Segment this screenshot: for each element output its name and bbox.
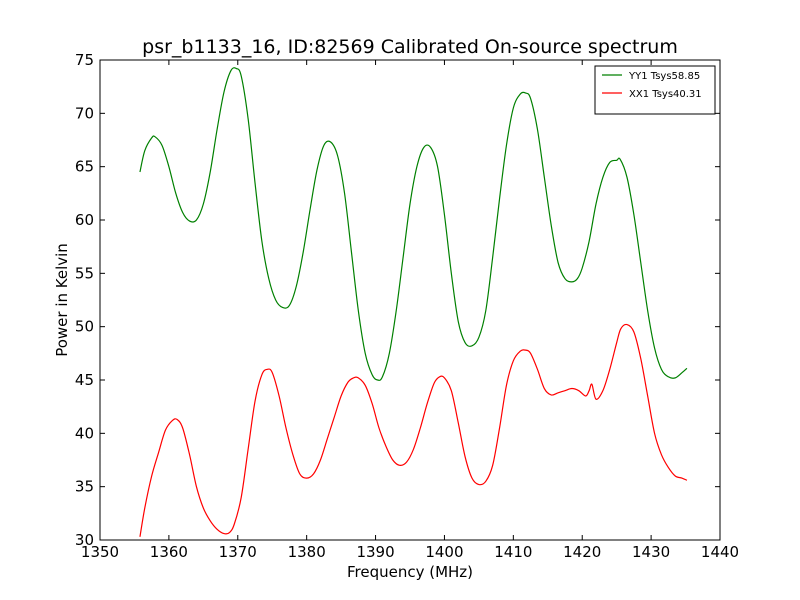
plot-area [100,60,720,540]
x-tick-label: 1390 [356,543,394,561]
x-tick-label: 1380 [288,543,326,561]
legend-box [594,65,716,115]
x-axis-label: Frequency (MHz) [347,563,473,581]
x-tick-label: 1440 [701,543,739,561]
y-tick-label: 30 [75,531,94,549]
series-group [139,67,688,537]
series-line-1 [139,323,688,537]
y-tick-label: 65 [75,158,94,176]
legend-label-0: YY1 Tsys58.85 [628,71,700,82]
y-tick-label: 50 [75,318,94,336]
y-axis-label: Power in Kelvin [53,243,71,357]
y-tick-label: 45 [75,371,94,389]
series-line-0 [139,67,688,381]
chart-title: psr_b1133_16, ID:82569 Calibrated On-sou… [142,36,678,58]
x-tick-label: 1420 [563,543,601,561]
y-tick-label: 60 [75,211,94,229]
y-tick-label: 55 [75,264,94,282]
x-tick-label: 1360 [150,543,188,561]
y-tick-label: 75 [75,51,94,69]
x-tick-label: 1410 [494,543,532,561]
legend: YY1 Tsys58.85 XX1 Tsys40.31 [594,65,716,115]
x-tick-label: 1400 [425,543,463,561]
x-tick-label: 1430 [632,543,670,561]
x-tick-label: 1370 [219,543,257,561]
x-tick-label: 1350 [81,543,119,561]
y-tick-label: 70 [75,104,94,122]
y-tick-label: 40 [75,424,94,442]
legend-label-1: XX1 Tsys40.31 [629,89,702,100]
ticks-group: 1350 1360 1370 1380 1390 1400 1410 1420 1430 1440… [75,51,739,561]
y-tick-label: 35 [75,478,94,496]
plot-frame [99,59,721,541]
